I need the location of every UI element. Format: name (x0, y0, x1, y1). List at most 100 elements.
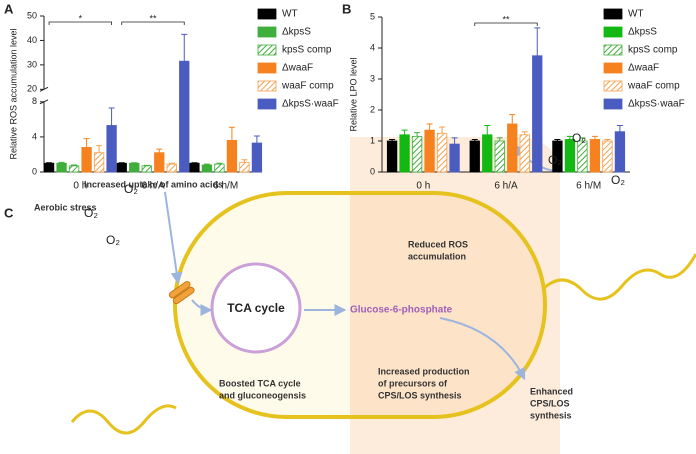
error-bar (96, 145, 103, 153)
arrow (191, 299, 213, 316)
legend-swatch (603, 62, 623, 74)
oxygen-label: O₂ (572, 131, 586, 145)
transporter (168, 281, 195, 305)
error-bar (168, 162, 175, 165)
bar (494, 140, 505, 173)
legend-label: ΔkpsS (628, 27, 657, 38)
y-axis-label: Relative ROS accumulation level (8, 28, 18, 159)
significance-label: * (79, 13, 83, 23)
panel-label: C (4, 205, 14, 220)
y-tick-label: 0 (32, 166, 37, 176)
significance-label: ** (149, 13, 157, 23)
error-bar (426, 123, 433, 131)
error-bar (451, 137, 458, 145)
arrow (164, 191, 183, 285)
error-bar (58, 161, 65, 164)
y-tick-label: 8 (32, 96, 37, 106)
y-tick-label: 3 (370, 73, 375, 83)
error-bar (591, 135, 598, 140)
error-bar (496, 137, 503, 141)
diagram-art (70, 137, 696, 454)
y-tick-label: 4 (32, 131, 37, 141)
bar (386, 140, 398, 173)
y-tick-label: 30 (27, 59, 37, 69)
bar (577, 140, 588, 173)
bar (532, 55, 543, 173)
legend-swatch (603, 26, 623, 38)
error-bar (71, 164, 78, 166)
bar (614, 131, 626, 173)
flagellum (540, 253, 696, 301)
error-bar (484, 125, 491, 135)
x-tick-label: 6 h/M (576, 181, 601, 192)
legend-label: waaF comp (281, 81, 334, 92)
bar (469, 140, 480, 173)
bar (166, 163, 177, 173)
y-tick-label: 4 (370, 42, 375, 52)
bar (399, 134, 410, 173)
bar (424, 129, 435, 173)
bar (436, 132, 448, 173)
bar (251, 142, 263, 173)
legend-label: kpsS comp (628, 45, 678, 56)
bar (602, 140, 613, 173)
legend-label: ΔwaaF (282, 63, 313, 74)
y-tick-label: 20 (27, 84, 37, 94)
oxygen-label: O₂ (106, 233, 120, 247)
error-bar (414, 132, 421, 137)
legend-swatch (257, 62, 277, 74)
bar (129, 162, 140, 173)
error-bar (604, 138, 611, 141)
diagram-label: Boosted TCA cycle (219, 378, 301, 388)
legend-swatch (257, 80, 277, 92)
oxygen-label: O₂ (548, 153, 562, 167)
significance-bracket (121, 21, 185, 25)
error-bar (181, 33, 188, 62)
y-tick-label: 0 (370, 166, 375, 176)
significance-bracket (474, 22, 538, 26)
legend-label: kpsS comp (282, 45, 332, 56)
error-bar (216, 162, 223, 165)
legend-label: waaF comp (627, 81, 680, 92)
legend-label: ΔkpsS·waaF (282, 99, 339, 110)
bar (189, 162, 200, 173)
y-tick-label: 5 (370, 11, 375, 21)
legend-swatch (603, 8, 623, 20)
x-tick-label: 6 h/M (213, 181, 238, 192)
x-tick-label: 0 h (416, 181, 430, 192)
glucose-label: Glucose-6-phosphate (350, 305, 453, 316)
legend-swatch (257, 98, 277, 110)
bar (141, 165, 152, 173)
flagellum (70, 404, 177, 435)
error-bar (579, 137, 586, 141)
bar (482, 134, 493, 173)
y-tick-label: 50 (27, 10, 37, 20)
diagram-label: and gluconeogensis (219, 390, 306, 400)
oxygen-label: O₂ (611, 173, 625, 187)
diagram-label: Increased production (378, 366, 470, 376)
bar (507, 123, 518, 173)
legend-swatch (603, 80, 623, 92)
error-bar (471, 138, 478, 141)
bar (43, 162, 55, 173)
x-tick-label: 0 h (73, 181, 87, 192)
oxygen-label: O₂ (124, 182, 138, 196)
error-bar (401, 129, 408, 135)
bar (519, 134, 530, 173)
error-bar (554, 138, 561, 141)
bar (214, 163, 225, 173)
y-tick-label: 40 (27, 35, 37, 45)
legend-label: WT (628, 9, 644, 20)
legend-label: ΔwaaF (628, 63, 659, 74)
diagram-label: CPS/LOS synthesis (378, 390, 462, 400)
bar (179, 60, 190, 173)
error-bar (616, 125, 623, 132)
bar (81, 147, 92, 173)
diagram-label: Increased uptake of amino acids (84, 179, 223, 189)
bar (239, 161, 250, 173)
diagram-label: accumulation (408, 251, 466, 261)
y-tick-label: 2 (370, 104, 375, 114)
legend-swatch (257, 26, 277, 38)
legend-label: WT (282, 9, 298, 20)
bar (116, 162, 127, 173)
